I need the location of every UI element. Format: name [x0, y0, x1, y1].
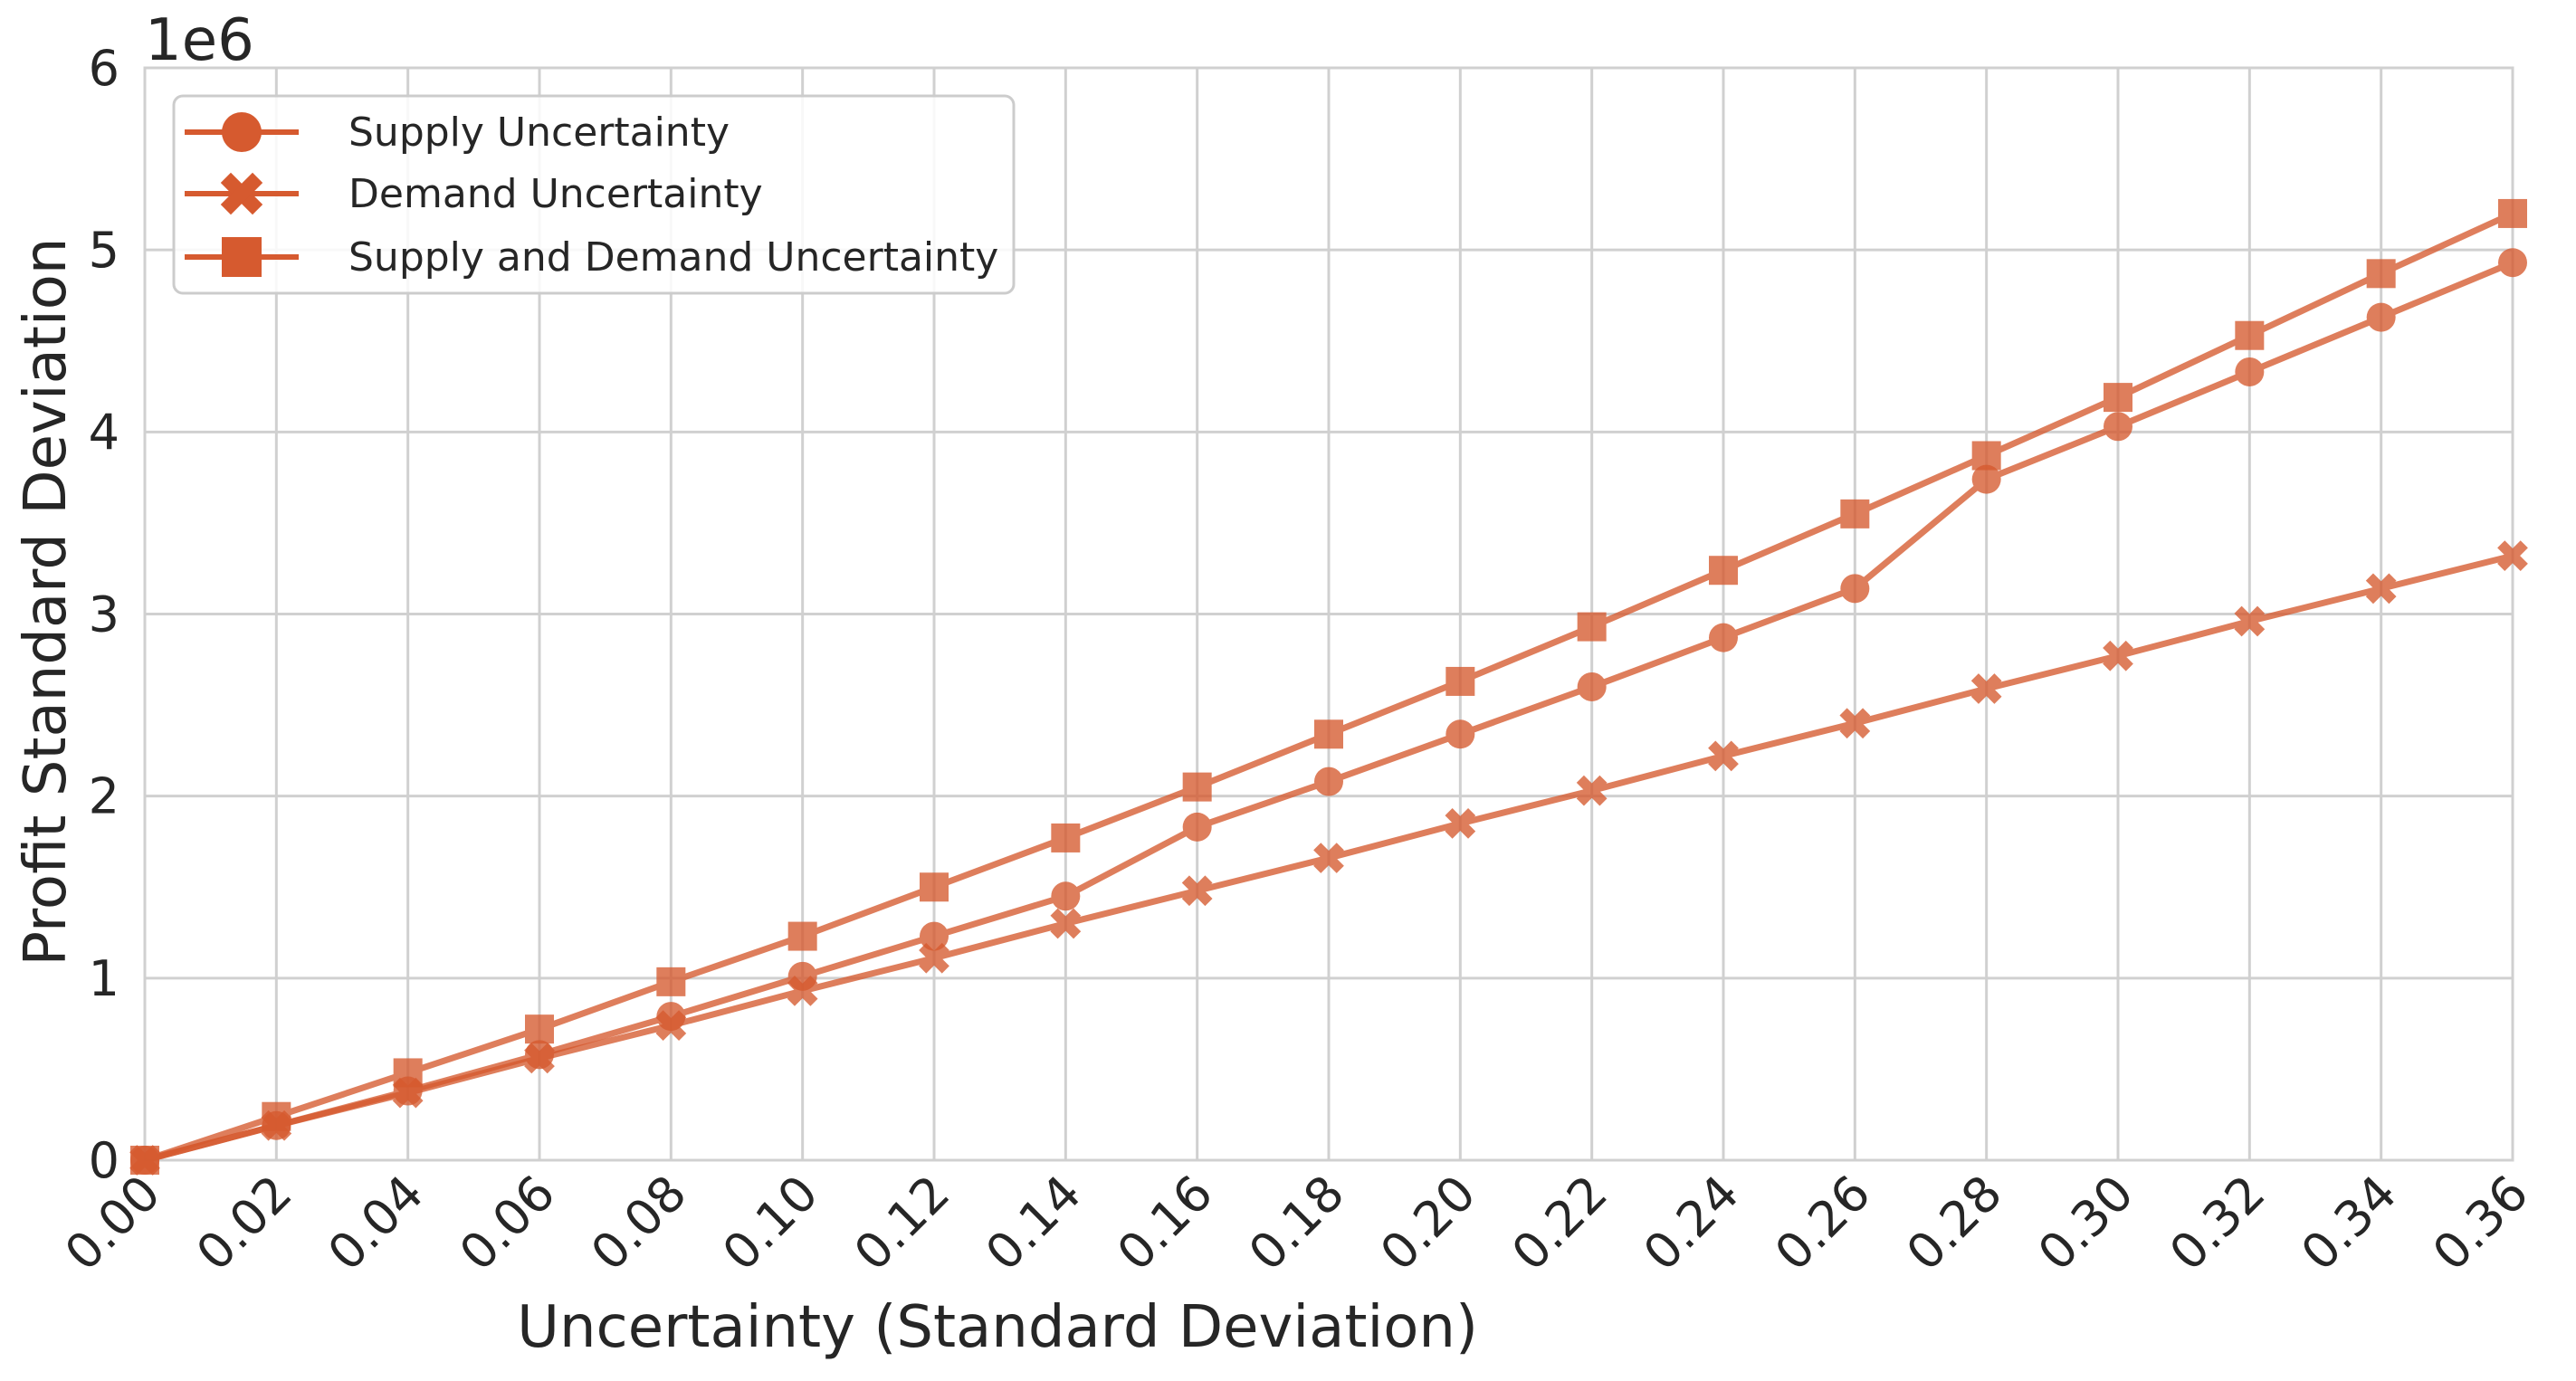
data-point	[1576, 775, 1608, 806]
data-point	[2235, 357, 2265, 386]
data-point	[524, 1043, 555, 1074]
x-marker-stroke	[1313, 843, 1344, 873]
y-tick-label: 1	[89, 950, 119, 1007]
legend-label: Supply Uncertainty	[348, 110, 730, 156]
legend-label: Demand Uncertainty	[348, 171, 763, 217]
x-marker-stroke	[1839, 708, 1871, 739]
data-point	[1577, 612, 1607, 642]
data-point	[525, 1014, 554, 1044]
x-marker-stroke	[1576, 775, 1608, 806]
data-point	[1709, 623, 1738, 652]
y-tick-label: 2	[89, 768, 119, 825]
series-x	[129, 540, 2528, 1176]
x-marker-stroke	[220, 172, 263, 215]
x-marker-stroke	[2103, 640, 2133, 671]
y-tick-label: 3	[89, 586, 119, 643]
x-axis-title: Uncertainty (Standard Deviation)	[517, 1294, 1478, 1361]
x-marker-stroke	[1970, 673, 2002, 704]
y-tick-label: 6	[89, 40, 119, 97]
x-marker-stroke	[2365, 573, 2397, 605]
data-point	[1445, 666, 1475, 696]
legend-box	[172, 94, 1016, 295]
data-point	[1445, 719, 1475, 749]
data-point	[1182, 812, 1212, 842]
x-marker-stroke	[787, 976, 818, 1006]
x-marker-stroke	[655, 1010, 687, 1042]
data-point	[1840, 499, 1870, 529]
data-point	[2365, 573, 2397, 605]
data-point	[1314, 719, 1343, 749]
legend: Supply Uncertainty Demand Uncertainty Supp…	[172, 94, 1016, 295]
data-point	[1971, 441, 2001, 471]
data-point	[1839, 708, 1871, 739]
data-point	[1971, 464, 2001, 494]
y-offset-label: 1e6	[145, 7, 254, 74]
data-point	[1577, 671, 1607, 701]
series-layer	[129, 198, 2528, 1176]
data-point	[2497, 540, 2528, 571]
plot-frame	[143, 66, 2514, 1162]
data-point	[393, 1058, 423, 1088]
data-point	[655, 1010, 687, 1042]
data-point	[2366, 302, 2396, 332]
data-point	[2104, 412, 2132, 442]
data-point	[2104, 383, 2132, 413]
data-point	[1051, 823, 1081, 852]
data-point	[1181, 875, 1213, 907]
data-point	[787, 921, 817, 951]
series-square	[130, 198, 2527, 1175]
x-marker-stroke	[2497, 540, 2528, 571]
legend-marker	[222, 237, 262, 277]
data-point	[130, 1146, 159, 1175]
data-point	[1313, 843, 1344, 873]
x-marker-stroke	[1708, 740, 1739, 772]
data-point	[262, 1101, 291, 1131]
x-marker-stroke	[524, 1043, 555, 1074]
data-point	[2234, 605, 2266, 637]
data-point	[2235, 320, 2265, 350]
data-point	[787, 976, 818, 1006]
x-marker-stroke	[1181, 875, 1213, 907]
data-point	[1051, 881, 1081, 911]
y-tick-label: 5	[89, 222, 119, 279]
data-point	[1840, 574, 1870, 604]
x-marker-stroke	[1445, 807, 1476, 839]
plot-border	[143, 66, 2514, 1162]
data-point	[1708, 740, 1739, 772]
data-point	[2498, 248, 2527, 278]
y-tick-labels: 0 1 2 3 4 5 6	[89, 40, 119, 1189]
data-point	[919, 942, 949, 974]
legend-marker	[220, 172, 263, 215]
x-marker-stroke	[1050, 908, 1082, 939]
data-point	[656, 967, 686, 996]
data-point	[2366, 259, 2396, 289]
data-point	[1182, 772, 1212, 802]
y-axis-title: Profit Standard Deviation	[13, 238, 80, 967]
x-marker-stroke	[2234, 605, 2266, 637]
data-point	[1445, 807, 1476, 839]
data-point	[2103, 640, 2133, 671]
x-marker-stroke	[919, 942, 949, 974]
data-point	[1970, 673, 2002, 704]
data-point	[1314, 767, 1343, 796]
data-point	[920, 872, 949, 902]
data-point	[1050, 908, 1082, 939]
y-tick-label: 4	[89, 404, 119, 461]
y-tick-label: 0	[89, 1132, 119, 1189]
data-point	[2498, 198, 2527, 228]
data-point	[1709, 556, 1738, 586]
legend-marker	[222, 112, 262, 152]
legend-label: Supply and Demand Uncertainty	[348, 234, 998, 281]
